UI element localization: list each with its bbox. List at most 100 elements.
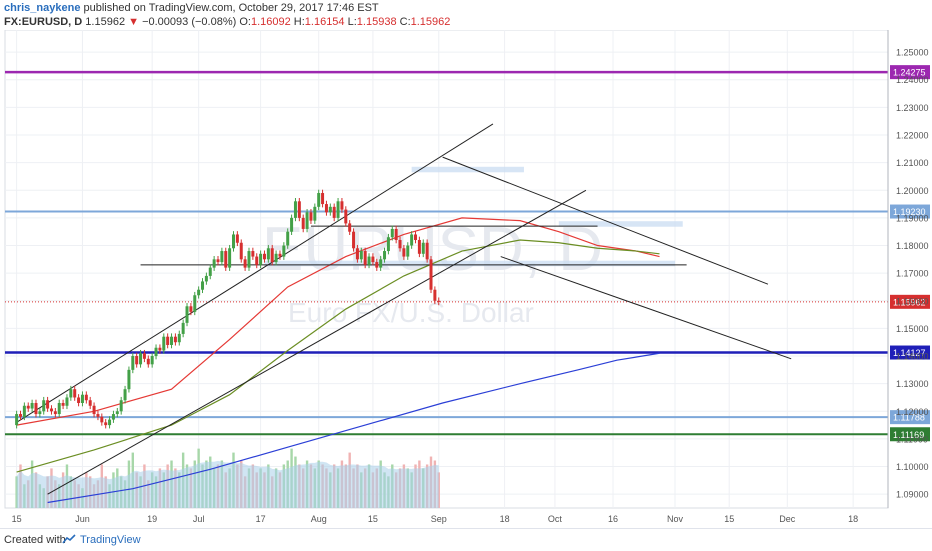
candle[interactable] xyxy=(212,256,216,271)
candle[interactable] xyxy=(57,399,61,418)
candle[interactable] xyxy=(42,396,46,415)
candle[interactable] xyxy=(100,413,104,426)
candle[interactable] xyxy=(18,410,22,421)
candle[interactable] xyxy=(278,250,282,260)
candle[interactable] xyxy=(142,349,146,363)
candle[interactable] xyxy=(324,200,328,216)
candle[interactable] xyxy=(22,402,26,421)
candle[interactable] xyxy=(65,394,69,410)
candle[interactable] xyxy=(309,209,313,224)
candle[interactable] xyxy=(150,352,154,368)
candle[interactable] xyxy=(224,247,228,271)
candle[interactable] xyxy=(390,225,394,241)
tradingview-brand-link[interactable]: TradingView xyxy=(80,534,141,546)
candle[interactable] xyxy=(262,250,266,263)
candle[interactable] xyxy=(348,220,352,236)
candle[interactable] xyxy=(259,250,263,269)
candle[interactable] xyxy=(231,231,235,252)
candle[interactable] xyxy=(104,419,108,429)
candle[interactable] xyxy=(166,333,170,349)
candle[interactable] xyxy=(255,253,259,269)
trendline[interactable] xyxy=(47,189,587,495)
candle[interactable] xyxy=(414,231,418,244)
candle[interactable] xyxy=(189,302,193,316)
candle[interactable] xyxy=(239,239,243,263)
author-link[interactable]: chris_naykene xyxy=(4,2,81,14)
candle[interactable] xyxy=(135,352,139,368)
candle[interactable] xyxy=(394,225,398,244)
candle[interactable] xyxy=(197,286,201,299)
candle[interactable] xyxy=(425,239,429,263)
candle[interactable] xyxy=(88,396,92,410)
candle[interactable] xyxy=(92,402,96,418)
candle[interactable] xyxy=(96,410,100,421)
candle[interactable] xyxy=(15,410,19,429)
candle[interactable] xyxy=(379,256,383,271)
candle[interactable] xyxy=(243,256,247,271)
candle[interactable] xyxy=(417,236,421,258)
candle[interactable] xyxy=(429,256,433,294)
candle[interactable] xyxy=(235,231,239,247)
candle[interactable] xyxy=(216,256,220,266)
candle[interactable] xyxy=(69,385,73,401)
candle[interactable] xyxy=(321,189,325,208)
candle[interactable] xyxy=(127,366,131,393)
candle[interactable] xyxy=(228,244,232,271)
candle[interactable] xyxy=(77,394,81,407)
trendline[interactable] xyxy=(500,256,792,360)
candle[interactable] xyxy=(274,250,278,266)
candle[interactable] xyxy=(282,242,286,260)
candle[interactable] xyxy=(317,189,321,211)
candle[interactable] xyxy=(367,253,371,269)
candle[interactable] xyxy=(398,236,402,252)
candle[interactable] xyxy=(270,244,274,266)
candle[interactable] xyxy=(181,319,185,338)
candle[interactable] xyxy=(158,344,162,354)
candle[interactable] xyxy=(433,286,437,305)
candle[interactable] xyxy=(53,407,57,418)
candle[interactable] xyxy=(123,385,127,404)
candle[interactable] xyxy=(26,402,30,412)
candle[interactable] xyxy=(332,203,336,222)
candle[interactable] xyxy=(38,407,42,418)
candle[interactable] xyxy=(266,244,270,263)
candle[interactable] xyxy=(185,302,189,327)
candle[interactable] xyxy=(344,206,348,227)
trendlines[interactable] xyxy=(16,123,792,495)
candle[interactable] xyxy=(162,333,166,354)
candle[interactable] xyxy=(61,399,65,410)
sr-zone[interactable] xyxy=(558,221,683,227)
candle[interactable] xyxy=(313,203,317,224)
candle[interactable] xyxy=(359,247,363,263)
candle[interactable] xyxy=(170,333,174,349)
candle[interactable] xyxy=(84,391,88,404)
candle[interactable] xyxy=(336,197,340,222)
candle[interactable] xyxy=(46,396,50,412)
candle[interactable] xyxy=(220,247,224,266)
candle[interactable] xyxy=(108,416,112,429)
price-axis[interactable]: 1.25000 1.24000 1.23000 1.22000 1.21000 1.200… xyxy=(887,30,929,508)
candle[interactable] xyxy=(371,253,375,266)
candle[interactable] xyxy=(297,197,301,222)
symbol-label[interactable]: FX:EURUSD, D xyxy=(4,16,83,28)
horizontal-levels[interactable]: 1.24275 1.19230 1.14127 1.11788 1.11169 1.159… xyxy=(5,65,930,442)
candle[interactable] xyxy=(34,399,38,418)
candle[interactable] xyxy=(293,197,297,222)
candle[interactable] xyxy=(201,278,205,294)
candle[interactable] xyxy=(247,247,251,271)
candle[interactable] xyxy=(139,349,143,368)
candle[interactable] xyxy=(355,244,359,263)
trendline[interactable] xyxy=(442,156,769,285)
time-axis[interactable]: 15 Jun 19 Jul 17 Aug 15 Sep 18 Oct 16 Nov 15 Dec 18 xyxy=(12,514,859,524)
candle[interactable] xyxy=(290,214,294,236)
candles[interactable] xyxy=(15,189,441,429)
candle[interactable] xyxy=(421,239,425,258)
candle[interactable] xyxy=(410,231,414,249)
candle[interactable] xyxy=(328,203,332,216)
trendline[interactable] xyxy=(16,123,494,423)
candle[interactable] xyxy=(305,209,309,233)
candle[interactable] xyxy=(340,197,344,213)
candle[interactable] xyxy=(80,391,84,407)
candle[interactable] xyxy=(386,233,390,255)
candle[interactable] xyxy=(375,258,379,271)
